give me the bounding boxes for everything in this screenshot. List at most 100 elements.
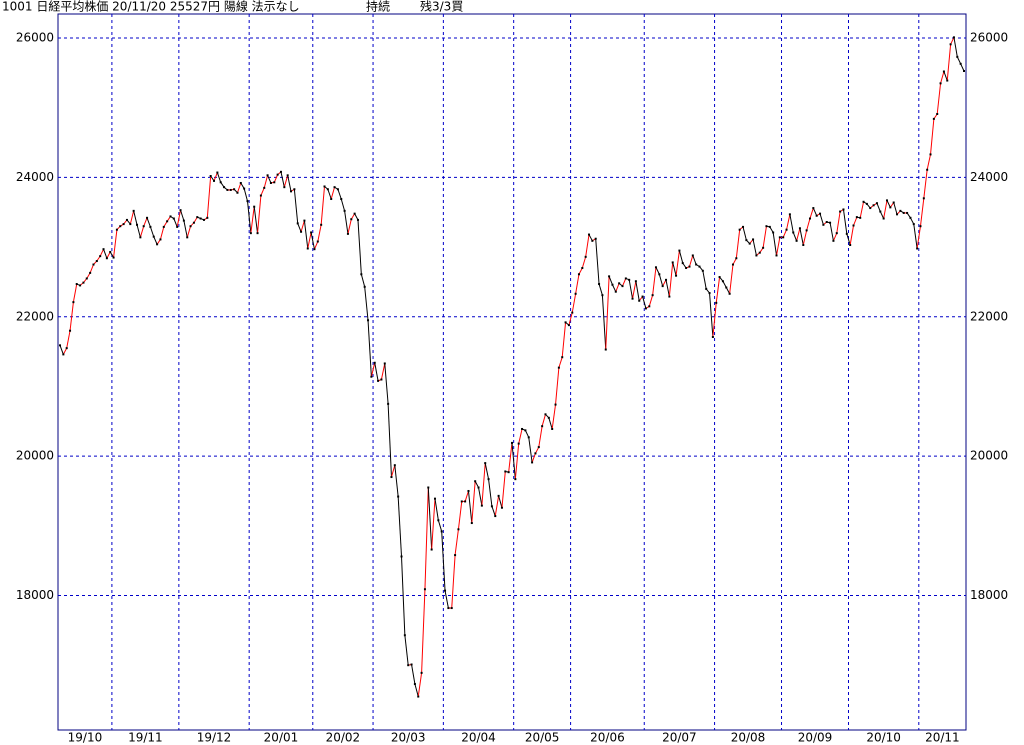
line-segment: [956, 56, 962, 65]
line-segment: [344, 210, 349, 234]
y-tick-label: 24000: [16, 170, 54, 184]
data-point: [340, 198, 343, 201]
data-point: [507, 471, 510, 474]
data-point: [701, 269, 704, 272]
x-tick-label: 20/10: [866, 731, 901, 745]
data-point: [959, 62, 962, 65]
line-segment: [253, 206, 259, 234]
data-point: [367, 319, 370, 322]
data-point: [792, 231, 795, 234]
data-point: [433, 497, 436, 500]
data-point: [644, 307, 647, 310]
data-point: [879, 210, 882, 213]
line-segment: [417, 672, 423, 697]
data-point: [279, 170, 282, 173]
line-segment: [842, 209, 848, 234]
data-point: [176, 225, 179, 228]
line-segment: [782, 229, 788, 238]
line-segment: [431, 498, 436, 550]
data-point: [651, 294, 654, 297]
line-segment: [662, 279, 667, 287]
data-point: [186, 236, 189, 239]
line-segment: [387, 403, 392, 478]
data-point: [598, 283, 601, 286]
line-segment: [812, 207, 818, 216]
data-point: [956, 55, 959, 58]
line-segment: [846, 233, 851, 246]
line-segment: [598, 283, 603, 296]
line-segment: [528, 437, 533, 463]
data-point: [417, 695, 420, 698]
line-segment: [926, 154, 932, 170]
data-point: [624, 277, 627, 280]
line-segment: [317, 224, 322, 242]
data-point: [849, 244, 852, 247]
data-point: [353, 212, 356, 215]
line-segment: [702, 270, 707, 289]
data-point: [92, 263, 95, 266]
line-segment: [796, 228, 801, 241]
y2-tick-label: 26000: [970, 31, 1008, 45]
line-segment: [411, 664, 416, 685]
data-point: [554, 403, 557, 406]
data-point: [59, 344, 61, 347]
line-segment: [930, 118, 935, 155]
data-point: [269, 181, 272, 184]
line-segment: [216, 172, 222, 183]
data-point: [681, 262, 684, 265]
line-segment: [474, 480, 479, 488]
line-segment: [578, 267, 583, 275]
data-point: [859, 216, 862, 219]
data-point: [758, 251, 761, 254]
line-segment: [802, 230, 808, 246]
data-point: [330, 198, 333, 201]
data-point: [715, 301, 718, 304]
line-segment: [678, 250, 684, 264]
data-point: [306, 247, 309, 250]
data-point: [721, 280, 724, 283]
line-segment: [62, 347, 68, 355]
line-segment: [648, 295, 654, 307]
data-point: [112, 256, 115, 259]
line-segment: [424, 487, 429, 590]
line-segment: [246, 201, 252, 234]
line-segment: [652, 267, 657, 296]
data-point: [390, 476, 393, 479]
line-segment: [581, 256, 587, 269]
line-segment: [732, 258, 737, 265]
data-point: [213, 179, 216, 182]
line-segment: [953, 37, 958, 57]
data-point: [547, 416, 550, 419]
data-point: [373, 361, 376, 364]
data-point: [691, 254, 694, 257]
line-segment: [437, 520, 443, 532]
data-point: [567, 324, 570, 327]
line-segment: [494, 495, 500, 517]
line-segment: [236, 182, 242, 193]
data-point: [936, 112, 939, 115]
line-segment: [307, 232, 312, 249]
data-point: [75, 283, 78, 286]
x-tick-label: 20/07: [662, 731, 697, 745]
line-segment: [879, 211, 885, 219]
line-segment: [551, 404, 557, 430]
line-segment: [481, 463, 486, 506]
data-point: [420, 671, 423, 674]
line-segment: [488, 479, 493, 507]
line-segment: [514, 443, 520, 480]
line-segment: [668, 262, 674, 297]
line-segment: [478, 487, 483, 506]
data-point: [95, 260, 98, 263]
line-segment: [792, 232, 798, 242]
data-point: [360, 273, 363, 276]
data-point: [162, 225, 165, 228]
x-tick-label: 20/01: [264, 731, 299, 745]
line-segment: [360, 274, 366, 287]
data-point: [628, 278, 631, 281]
data-point: [544, 413, 547, 416]
data-point: [437, 519, 440, 522]
data-point: [514, 478, 517, 481]
data-point: [377, 379, 380, 382]
line-segment: [735, 229, 741, 259]
data-point: [259, 194, 262, 197]
